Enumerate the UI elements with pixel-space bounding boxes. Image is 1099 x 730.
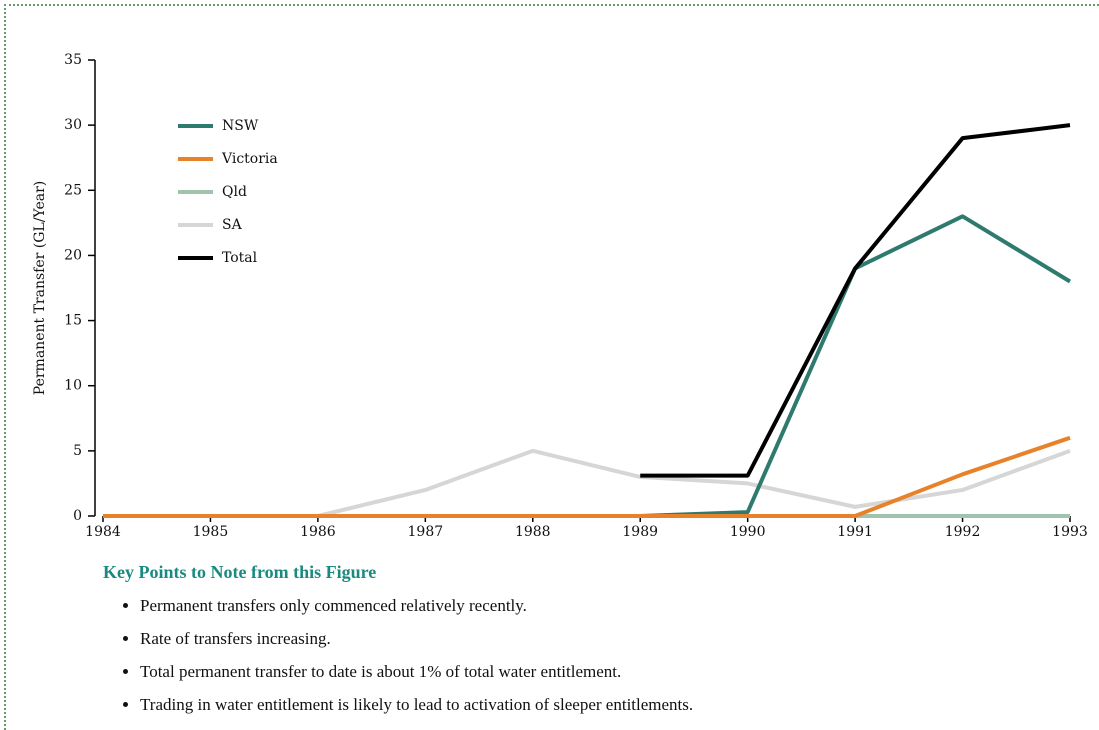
key-point: Total permanent transfer to date is abou… xyxy=(140,655,1083,688)
y-tick-label: 10 xyxy=(64,378,82,394)
y-tick-label: 15 xyxy=(64,313,82,329)
y-tick-label: 35 xyxy=(64,52,82,68)
legend-label: Total xyxy=(222,250,258,266)
x-tick-label: 1985 xyxy=(193,524,229,540)
x-tick-label: 1990 xyxy=(730,524,766,540)
key-points: Key Points to Note from this Figure Perm… xyxy=(103,562,1083,721)
x-tick-label: 1991 xyxy=(837,524,873,540)
key-point: Trading in water entitlement is likely t… xyxy=(140,688,1083,721)
y-tick-label: 20 xyxy=(64,247,82,263)
series-line xyxy=(103,448,1071,518)
legend-label: NSW xyxy=(222,118,259,134)
x-tick-label: 1993 xyxy=(1052,524,1088,540)
x-tick-label: 1988 xyxy=(515,524,551,540)
key-point: Permanent transfers only commenced relat… xyxy=(140,589,1083,622)
series-line xyxy=(103,435,1071,518)
key-point: Rate of transfers increasing. xyxy=(140,622,1083,655)
y-tick-label: 25 xyxy=(64,182,82,198)
key-points-list: Permanent transfers only commenced relat… xyxy=(103,589,1083,721)
x-tick-label: 1987 xyxy=(408,524,444,540)
x-tick-label: 1992 xyxy=(945,524,981,540)
chart: Permanent Transfer (GL/Year) 0 5 10 15 20 25 3… xyxy=(32,52,1088,540)
y-tick-label: 30 xyxy=(64,117,82,133)
series-line xyxy=(640,123,1071,478)
x-tick-label: 1984 xyxy=(85,524,121,540)
y-axis-label: Permanent Transfer (GL/Year) xyxy=(32,181,48,395)
y-tick-label: 5 xyxy=(73,443,82,459)
y-tick-label: 0 xyxy=(73,508,82,524)
legend-label: Victoria xyxy=(221,151,278,167)
x-tick-label: 1989 xyxy=(622,524,658,540)
key-points-title: Key Points to Note from this Figure xyxy=(103,562,377,582)
legend-label: Qld xyxy=(222,184,247,200)
x-tick-label: 1986 xyxy=(300,524,336,540)
legend-label: SA xyxy=(222,217,243,233)
frame xyxy=(4,4,1099,730)
